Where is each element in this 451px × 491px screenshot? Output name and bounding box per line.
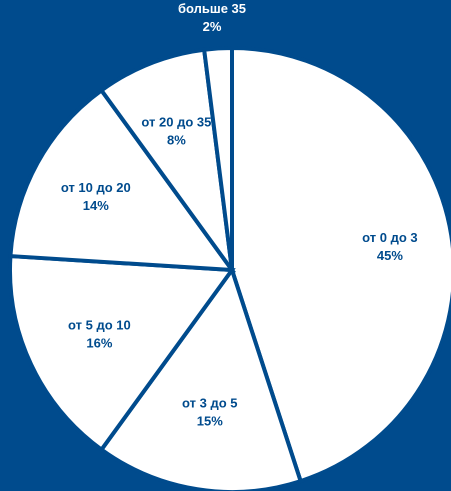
slice-value-label: 15% — [197, 413, 223, 428]
slice-value-label: 14% — [83, 198, 109, 213]
slice-category-label: больше 35 — [178, 1, 246, 16]
slice-label: от 10 до 20 14% — [61, 180, 131, 213]
pie-slices — [8, 45, 451, 491]
slice-label: больше 35 2% — [178, 1, 246, 34]
pie-slice — [8, 253, 236, 453]
slice-value-label: 45% — [377, 248, 403, 263]
slice-label: от 0 до 3 45% — [362, 230, 417, 263]
pie-slice — [98, 265, 304, 491]
slice-category-label: от 10 до 20 — [61, 180, 131, 195]
slice-label: от 5 до 10 16% — [68, 317, 131, 350]
slice-category-label: от 3 до 5 — [182, 395, 237, 410]
slice-category-label: от 20 до 35 — [141, 115, 211, 130]
pie-slice — [98, 47, 234, 272]
slice-category-label: от 5 до 10 — [68, 317, 131, 332]
pie-slice — [201, 45, 234, 271]
slice-value-label: 16% — [86, 335, 112, 350]
pie-slice — [8, 87, 237, 273]
pie-labels: от 0 до 3 45%от 3 до 5 15%от 5 до 10 16%от … — [61, 1, 418, 428]
slice-value-label: 8% — [167, 133, 186, 148]
slice-value-label: 2% — [203, 19, 222, 34]
slice-category-label: от 0 до 3 — [362, 230, 417, 245]
slice-label: от 20 до 35 8% — [141, 115, 211, 148]
slice-label: от 3 до 5 15% — [182, 395, 237, 428]
pie-slice — [230, 45, 451, 484]
